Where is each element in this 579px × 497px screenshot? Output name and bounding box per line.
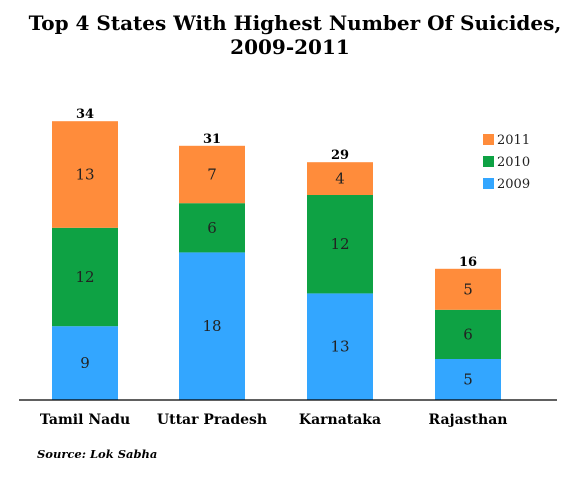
legend-label-2011: 2011 bbox=[497, 133, 530, 148]
data-label-tamil-nadu-2010: 12 bbox=[75, 268, 94, 286]
legend-label-2009: 2009 bbox=[497, 177, 530, 192]
bar-tamil-nadu-2010 bbox=[52, 227, 118, 327]
chart-title-line-2: 2009-2011 bbox=[230, 35, 350, 59]
bar-tamil-nadu-2011 bbox=[52, 121, 118, 228]
source-note: Source: Lok Sabha bbox=[37, 447, 157, 461]
total-label-karnataka: 29 bbox=[331, 148, 349, 163]
data-label-rajasthan-2010: 6 bbox=[463, 325, 473, 343]
data-label-karnataka-2009: 13 bbox=[330, 338, 349, 356]
bar-tamil-nadu-2009 bbox=[52, 326, 118, 400]
legend-swatch-2011 bbox=[483, 134, 494, 145]
legend-swatch-2009 bbox=[483, 178, 494, 189]
data-label-uttar-pradesh-2011: 7 bbox=[207, 166, 217, 184]
data-label-rajasthan-2009: 5 bbox=[463, 371, 473, 389]
bar-karnataka-2010 bbox=[307, 195, 373, 294]
bar-rajasthan-2010 bbox=[435, 309, 501, 359]
data-label-rajasthan-2011: 5 bbox=[463, 280, 473, 298]
bar-uttar-pradesh-2010 bbox=[179, 203, 245, 253]
data-label-tamil-nadu-2009: 9 bbox=[80, 354, 90, 372]
bar-rajasthan-2009 bbox=[435, 359, 501, 400]
x-tick-label-uttar-pradesh: Uttar Pradesh bbox=[157, 412, 267, 428]
data-label-uttar-pradesh-2010: 6 bbox=[207, 219, 217, 237]
total-label-tamil-nadu: 34 bbox=[76, 107, 94, 122]
bars-group: 9 12 13 34 Tamil Nadu 18 6 7 31 Uttar Pradesh 13 12… bbox=[40, 107, 508, 428]
data-label-uttar-pradesh-2009: 18 bbox=[202, 317, 221, 335]
data-label-tamil-nadu-2011: 13 bbox=[75, 166, 94, 184]
bar-karnataka-2009 bbox=[307, 293, 373, 400]
x-tick-label-rajasthan: Rajasthan bbox=[429, 412, 508, 428]
legend-swatch-2010 bbox=[483, 156, 494, 167]
data-label-karnataka-2011: 4 bbox=[335, 170, 345, 188]
bar-karnataka-2011 bbox=[307, 162, 373, 195]
bar-uttar-pradesh-2009 bbox=[179, 252, 245, 400]
total-label-rajasthan: 16 bbox=[459, 255, 477, 270]
x-tick-label-tamil-nadu: Tamil Nadu bbox=[40, 412, 130, 428]
legend-label-2010: 2010 bbox=[497, 155, 530, 170]
chart-title-line-1: Top 4 States With Highest Number Of Suic… bbox=[29, 11, 562, 35]
data-label-karnataka-2010: 12 bbox=[330, 235, 349, 253]
bar-rajasthan-2011 bbox=[435, 268, 501, 310]
x-tick-label-karnataka: Karnataka bbox=[299, 412, 381, 428]
legend: 2011 2010 2009 bbox=[483, 133, 530, 192]
bar-uttar-pradesh-2011 bbox=[179, 145, 245, 204]
total-label-uttar-pradesh: 31 bbox=[203, 132, 221, 147]
